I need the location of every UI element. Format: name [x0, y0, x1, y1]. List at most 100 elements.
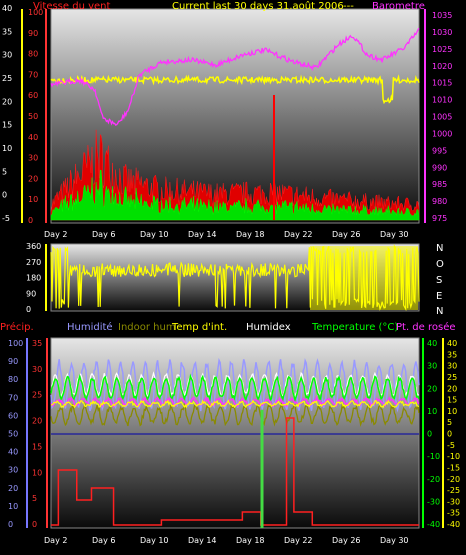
- compass-e: E: [436, 291, 442, 302]
- p3-right-tick: -5: [447, 441, 455, 450]
- wind-title: Vitesse du vent: [33, 1, 110, 12]
- indoor-yellow-series: [50, 74, 420, 105]
- p3-right-tick: -20: [447, 475, 460, 484]
- p3-right-tick: 35: [447, 350, 457, 359]
- p3-farleft-tick: 20: [8, 484, 18, 493]
- legend-humidity: Humidité: [67, 321, 113, 333]
- p1-right-tick: 975: [432, 214, 447, 223]
- x-tick-label: Day 2: [44, 536, 67, 545]
- p1-left-tick: 20: [2, 97, 12, 106]
- x-tick-label: Day 14: [188, 536, 217, 545]
- p3-green-tick: 30: [427, 362, 437, 371]
- precipitation-series: [51, 417, 419, 526]
- x-tick-label: Day 18: [236, 230, 265, 239]
- panel3-plot: [50, 337, 420, 529]
- p3-farleft-tick: 50: [8, 430, 18, 439]
- p1-mid-tick: 50: [28, 112, 38, 121]
- p2-left-tick: 90: [26, 289, 36, 298]
- p3-farleft-tick: 70: [8, 393, 18, 402]
- p3-right-tick: 40: [447, 339, 457, 348]
- wind-gust-series: [50, 129, 420, 221]
- p1-right-tick: 1035: [432, 11, 452, 20]
- p3-left-tick: 25: [32, 391, 42, 400]
- p1-mid-tick: 0: [28, 216, 33, 225]
- p1-left-tick: 30: [2, 51, 12, 60]
- x-tick-label: Day 10: [140, 230, 169, 239]
- x-tick-label: Day 14: [188, 230, 217, 239]
- x-tick-label: Day 6: [92, 230, 115, 239]
- p1-mid-tick: 90: [28, 29, 38, 38]
- legend-precip: Précip.: [0, 321, 34, 333]
- p3-right-tick: 0: [447, 430, 452, 439]
- p3-green-tick: -20: [427, 475, 440, 484]
- p3-right-tick: -35: [447, 509, 460, 518]
- p3-right-tick: -10: [447, 452, 460, 461]
- p3-right-tick: -30: [447, 497, 460, 506]
- wind-avg-series: [50, 169, 420, 221]
- p3-right-tick: 25: [447, 373, 457, 382]
- p3-right-tick: -15: [447, 463, 460, 472]
- p1-right-tick: 995: [432, 146, 447, 155]
- p3-right-tick: 20: [447, 384, 457, 393]
- compass-o: O: [436, 259, 444, 270]
- p1-right-tick: 1015: [432, 79, 452, 88]
- x-tick-label: Day 2: [44, 230, 67, 239]
- p3-left-tick: 5: [32, 494, 37, 503]
- p1-mid-tick: 70: [28, 70, 38, 79]
- p3-green-tick: 10: [427, 407, 437, 416]
- p1-left-tick: 35: [2, 27, 12, 36]
- p3-green-tick: -30: [427, 497, 440, 506]
- legend-temperature: Temperature (°C): [311, 322, 398, 333]
- p1-left-tick: 25: [2, 74, 12, 83]
- temperature-series: [50, 373, 420, 403]
- p1-right-tick: 1030: [432, 28, 452, 37]
- p3-green-tick: 0: [427, 430, 432, 439]
- p1-right-tick: 980: [432, 197, 447, 206]
- p1-mid-tick: 30: [28, 154, 38, 163]
- p1-right-tick: 1000: [432, 129, 452, 138]
- p1-right-tick: 1020: [432, 62, 452, 71]
- legend-indoor-hum: Indoor hum: [118, 322, 176, 333]
- p3-right-tick: 30: [447, 362, 457, 371]
- status-dashes: ---: [343, 1, 354, 12]
- p3-green-tick: -40: [427, 520, 440, 529]
- barometer-series: [50, 27, 420, 126]
- p1-right-tick: 990: [432, 163, 447, 172]
- p3-left-tick: 10: [32, 468, 42, 477]
- p3-left-tick: 30: [32, 365, 42, 374]
- p2-left-tick: 360: [26, 242, 41, 251]
- x-tick-label: Day 30: [380, 536, 409, 545]
- p3-left-tick: 20: [32, 417, 42, 426]
- p3-green-tick: -10: [427, 452, 440, 461]
- p1-left-tick: 15: [2, 121, 12, 130]
- status-text: Current last 30 days 31.août 2006: [172, 0, 344, 12]
- p3-left-tick: 35: [32, 339, 42, 348]
- x-tick-label: Day 26: [332, 230, 361, 239]
- p3-green-tick: 20: [427, 384, 437, 393]
- p1-left-tick: -5: [2, 214, 10, 223]
- p1-left-tick: 10: [2, 144, 12, 153]
- p1-left-tick: 0: [2, 191, 7, 200]
- p1-mid-tick: 20: [28, 174, 38, 183]
- p3-farleft-tick: 100: [8, 339, 23, 348]
- x-tick-label: Day 26: [332, 536, 361, 545]
- compass-s: S: [436, 275, 442, 286]
- p1-mid-tick: 10: [28, 195, 38, 204]
- p1-mid-tick: 60: [28, 91, 38, 100]
- p1-right-tick: 1025: [432, 45, 452, 54]
- p3-right-tick: 10: [447, 407, 457, 416]
- legend-humidex: Humidex: [246, 322, 291, 333]
- indoor-humidity-series: [50, 401, 420, 428]
- p1-right-tick: 985: [432, 180, 447, 189]
- p2-left-tick: 270: [26, 258, 41, 267]
- p1-mid-tick: 100: [28, 8, 43, 17]
- p3-green-tick: 40: [427, 339, 437, 348]
- p3-farleft-tick: 10: [8, 502, 18, 511]
- p3-right-tick: 15: [447, 396, 457, 405]
- x-tick-label: Day 6: [92, 536, 115, 545]
- p1-left-tick: 40: [2, 4, 12, 13]
- legend-dewpoint: Pt. de rosée: [396, 321, 456, 333]
- p3-farleft-tick: 40: [8, 448, 18, 457]
- p1-left-tick: 5: [2, 167, 7, 176]
- x-tick-label: Day 30: [380, 230, 409, 239]
